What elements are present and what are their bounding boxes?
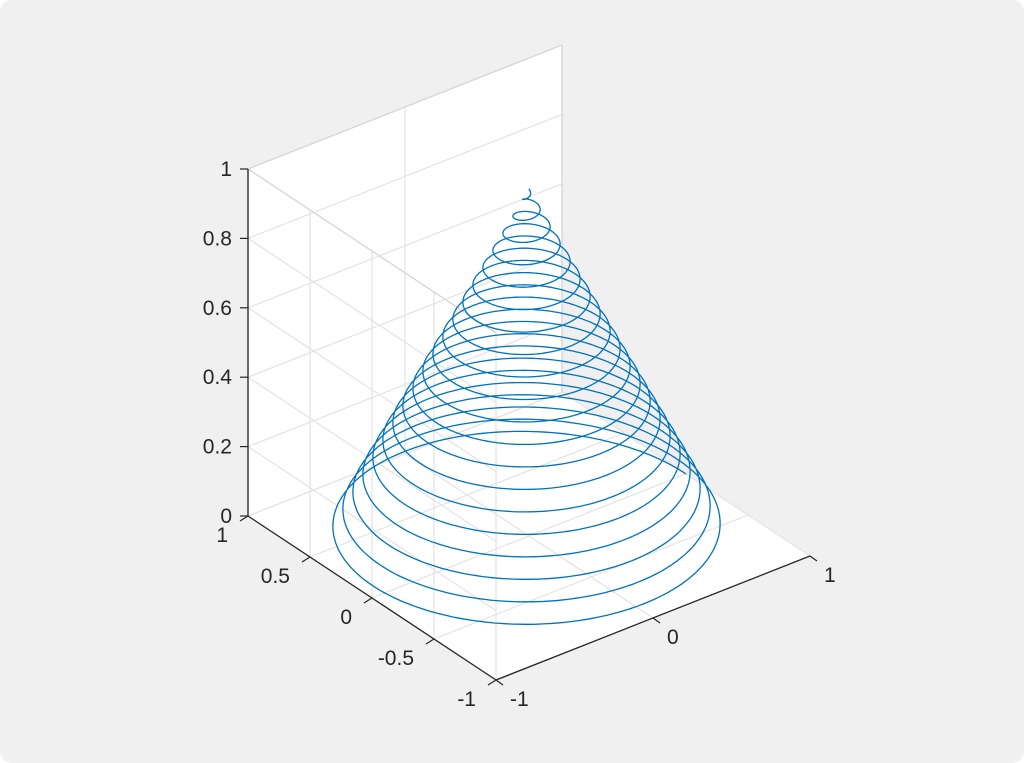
box-edge — [247, 168, 497, 334]
y-tick-label: 0.5 — [261, 565, 290, 588]
z-tick-label: 0.8 — [203, 227, 232, 250]
grid-line-z-left — [247, 237, 497, 403]
grid-line-z-right — [247, 113, 563, 239]
cone-spiral-series-line — [332, 188, 721, 625]
y-tick-mark — [425, 638, 435, 645]
y-tick-mark — [301, 556, 311, 563]
grid-line-z-left — [247, 307, 497, 473]
x-tick-label: -1 — [510, 688, 529, 711]
grid-line-z-right — [247, 322, 563, 448]
y-tick-label: -0.5 — [378, 647, 414, 670]
y-tick-mark — [487, 679, 497, 686]
x-tick-mark — [809, 555, 818, 562]
z-tick-label: 0.2 — [203, 436, 232, 459]
x-tick-mark — [652, 617, 661, 624]
y-tick-label: 1 — [216, 524, 228, 547]
y-tick-label: -1 — [457, 688, 476, 711]
z-tick-label: 0.4 — [203, 366, 233, 389]
axis-lines — [239, 168, 818, 686]
x-tick-label: 1 — [824, 564, 836, 587]
z-tick-label: 0.6 — [203, 297, 232, 320]
grid-line-y-floor — [309, 432, 625, 558]
y-tick-label: 0 — [340, 606, 352, 629]
z-tick-label: 1 — [220, 158, 232, 181]
axes-panes — [248, 45, 810, 680]
y-tick-mark — [363, 597, 373, 604]
x-tick-mark — [495, 679, 504, 686]
box-edge — [247, 44, 563, 170]
grid-line-z-left — [247, 446, 497, 612]
grid-line-y-floor — [433, 514, 749, 640]
z-tick-label: 0 — [220, 505, 232, 528]
grid-line-z-right — [247, 183, 563, 309]
grid-line-z-right — [247, 391, 563, 517]
grid-line-y-floor — [371, 473, 687, 599]
x-tick-label: 0 — [667, 626, 679, 649]
y-tick-mark — [239, 515, 249, 522]
